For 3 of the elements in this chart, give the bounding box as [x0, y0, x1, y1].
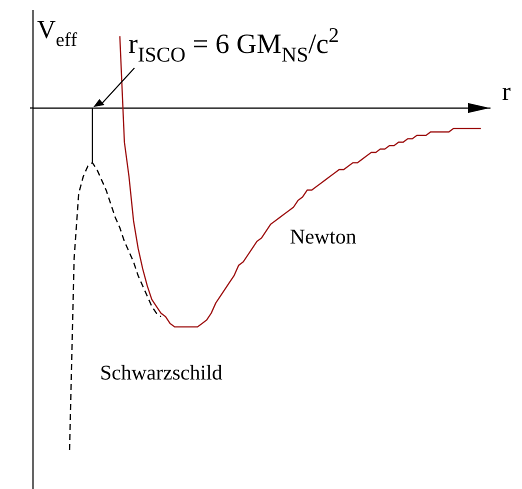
x-axis-title: r	[502, 77, 511, 106]
series-label: Newton	[290, 224, 357, 249]
series-label: Schwarzschild	[100, 360, 223, 385]
